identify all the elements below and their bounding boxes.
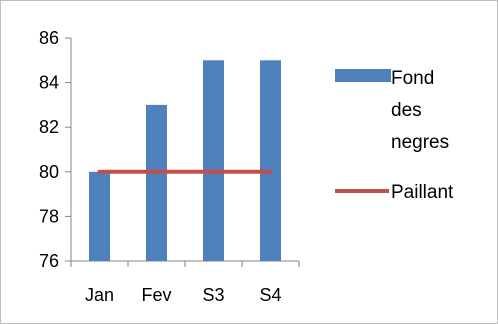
bar bbox=[89, 171, 110, 261]
bar bbox=[146, 104, 167, 262]
x-tick-label: Jan bbox=[85, 285, 114, 305]
legend-swatch-bar bbox=[335, 69, 391, 82]
x-tick-label: S3 bbox=[202, 285, 224, 305]
x-tick-label: S4 bbox=[259, 285, 281, 305]
bar bbox=[203, 60, 224, 261]
legend-label: des bbox=[391, 100, 422, 121]
y-tick-label: 84 bbox=[39, 73, 59, 93]
legend-label: Fond bbox=[391, 68, 434, 89]
legend-label: negres bbox=[391, 132, 449, 153]
y-tick-label: 80 bbox=[39, 162, 59, 182]
x-tick-label: Fev bbox=[141, 285, 171, 305]
y-tick-label: 76 bbox=[39, 251, 59, 271]
y-tick-label: 82 bbox=[39, 117, 59, 137]
y-tick-label: 78 bbox=[39, 206, 59, 226]
legend-label: Paillant bbox=[391, 182, 454, 203]
y-tick-label: 86 bbox=[39, 28, 59, 48]
bar bbox=[260, 60, 281, 261]
